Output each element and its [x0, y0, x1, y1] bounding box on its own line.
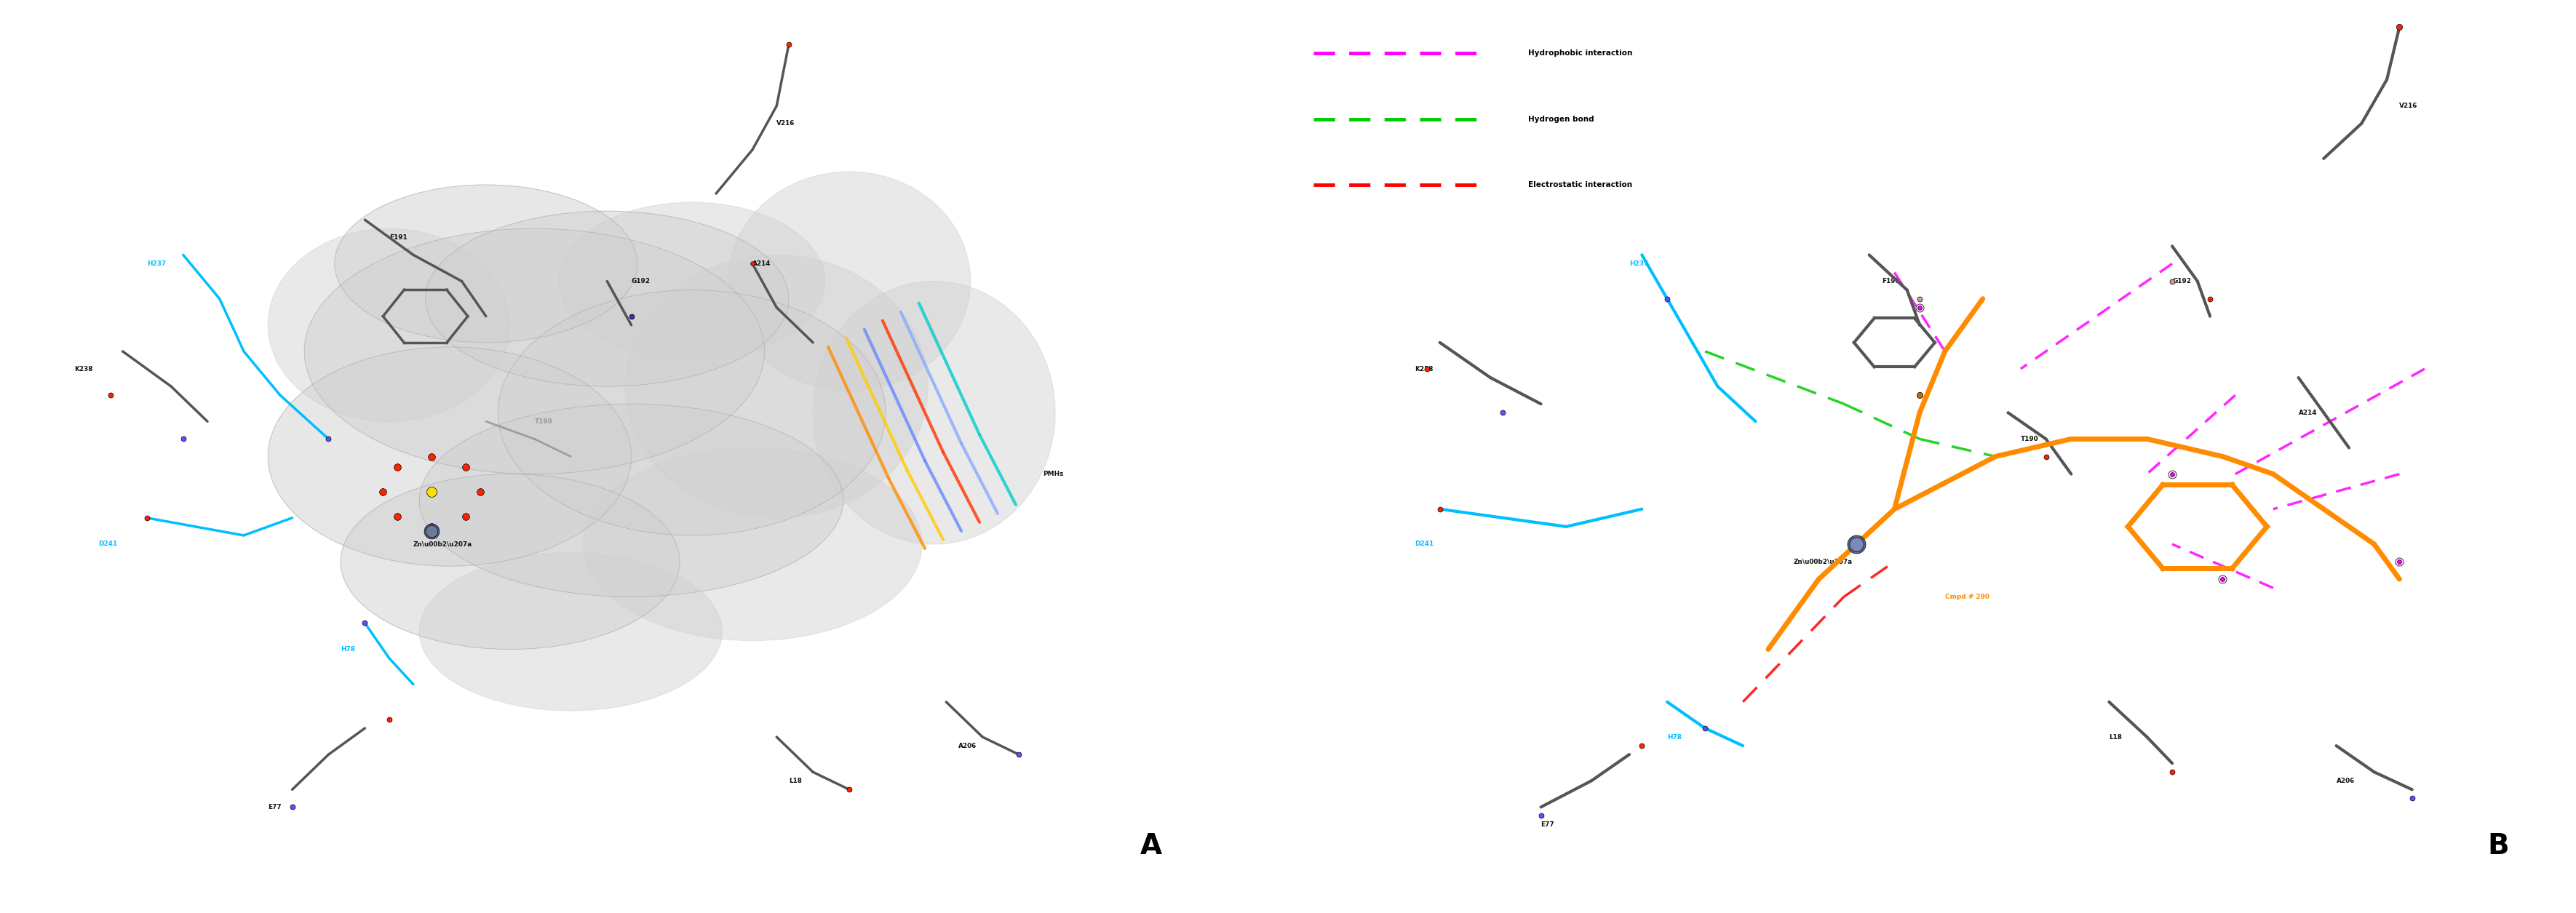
Text: L18: L18: [2110, 734, 2123, 740]
Ellipse shape: [582, 447, 922, 641]
Text: H237: H237: [147, 260, 165, 267]
Ellipse shape: [425, 211, 788, 386]
Text: V216: V216: [775, 121, 796, 127]
Ellipse shape: [729, 172, 971, 391]
Text: Hydrophobic interaction: Hydrophobic interaction: [1528, 49, 1633, 57]
Ellipse shape: [626, 255, 927, 518]
Text: Hydrogen bond: Hydrogen bond: [1528, 115, 1595, 122]
Text: A214: A214: [2298, 409, 2316, 416]
Text: F191: F191: [389, 234, 407, 241]
Text: H237: H237: [1628, 260, 1649, 267]
Text: G192: G192: [631, 278, 649, 285]
Text: F191: F191: [1880, 278, 1899, 285]
Text: T190: T190: [533, 418, 551, 425]
Text: D241: D241: [1414, 540, 1432, 548]
Text: A: A: [1139, 832, 1162, 860]
Text: G192: G192: [2172, 278, 2190, 285]
Text: V216: V216: [2398, 102, 2416, 110]
Text: B: B: [2486, 832, 2509, 860]
Text: H78: H78: [340, 646, 355, 653]
Text: D241: D241: [98, 540, 118, 548]
Text: E77: E77: [1540, 822, 1553, 828]
Text: Zn\u00b2\u207a: Zn\u00b2\u207a: [412, 540, 471, 548]
Text: E77: E77: [268, 803, 281, 811]
Text: T190: T190: [2020, 436, 2038, 442]
Ellipse shape: [420, 404, 842, 597]
Text: A206: A206: [2336, 778, 2354, 784]
Text: H78: H78: [1667, 734, 1682, 740]
Text: Cmpd # 290: Cmpd # 290: [1945, 593, 1989, 600]
Ellipse shape: [497, 290, 886, 535]
Ellipse shape: [335, 184, 636, 342]
Text: A214: A214: [752, 260, 770, 267]
Text: A206: A206: [958, 742, 976, 749]
Ellipse shape: [268, 347, 631, 566]
Ellipse shape: [811, 281, 1056, 544]
Ellipse shape: [304, 228, 765, 474]
Ellipse shape: [420, 553, 721, 710]
Ellipse shape: [268, 228, 510, 422]
Text: Zn\u00b2\u207a: Zn\u00b2\u207a: [1793, 559, 1852, 565]
Text: L18: L18: [788, 778, 801, 784]
Text: PMHs: PMHs: [1043, 471, 1064, 477]
Text: K238: K238: [1414, 365, 1432, 373]
Text: K238: K238: [75, 365, 93, 373]
Text: Electrostatic interaction: Electrostatic interaction: [1528, 181, 1633, 188]
Ellipse shape: [559, 203, 824, 360]
Ellipse shape: [340, 474, 680, 649]
